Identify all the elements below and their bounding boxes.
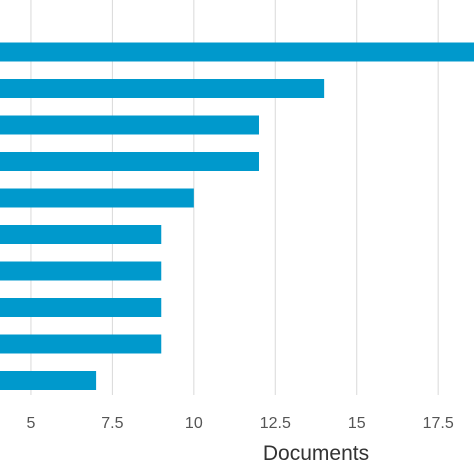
x-tick-label: 15 <box>348 415 366 432</box>
bar <box>0 371 97 390</box>
x-axis-title: Documents <box>263 442 369 465</box>
x-tick-label: 7.5 <box>101 415 123 432</box>
x-tick-label: 5 <box>26 415 35 432</box>
x-tick-label: 10 <box>185 415 203 432</box>
bar <box>0 334 162 354</box>
bar <box>0 298 162 317</box>
bars <box>0 42 474 390</box>
bar <box>0 261 162 281</box>
x-tick-label: 12.5 <box>260 415 291 432</box>
bar <box>0 225 162 244</box>
bar <box>0 115 259 135</box>
bar <box>0 42 474 62</box>
x-axis-ticks: 5 7.5 10 12.5 15 17.5 <box>26 415 453 432</box>
bar <box>0 188 194 208</box>
bar <box>0 79 325 98</box>
x-tick-label: 17.5 <box>423 415 454 432</box>
bar <box>0 152 259 171</box>
